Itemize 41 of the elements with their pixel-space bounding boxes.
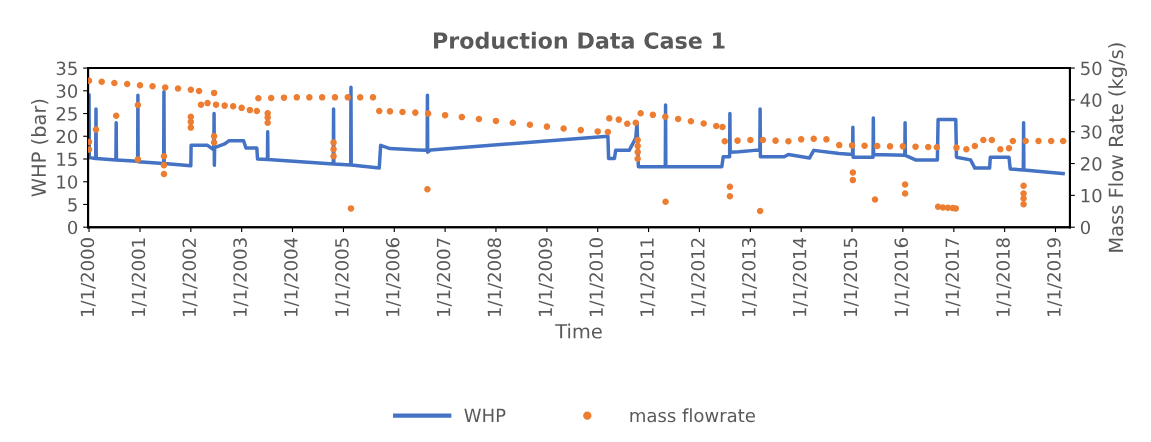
x-tick-label: 1/1/2008 (487, 238, 503, 317)
y-axis-title: WHP (bar) (30, 99, 49, 197)
x-tick-label: 1/1/2019 (1047, 238, 1063, 317)
y2-tick-label: 40 (1080, 93, 1102, 108)
x-tick-label: 1/1/2010 (589, 238, 605, 317)
y2-tick-label: 50 (1081, 61, 1102, 76)
y2-tick-label: 20 (1081, 157, 1102, 171)
x-tick-label: 1/1/2015 (843, 238, 859, 317)
x-tick-label: 1/1/2003 (233, 238, 249, 317)
line-series (88, 85, 1065, 176)
y-tick-label: 15 (57, 152, 77, 167)
y-tick-label: 35 (56, 61, 77, 76)
x-tick-label: 1/1/2002 (182, 238, 198, 317)
y-tick-label: 30 (56, 84, 78, 98)
x-axis-title: Time (555, 323, 602, 339)
x-tick-label: 1/1/2016 (894, 238, 910, 317)
y-tick-label: 0 (68, 220, 78, 235)
x-tick-label: 1/1/2004 (284, 237, 300, 317)
y-tick-label: 25 (56, 106, 77, 121)
x-tick-label: 1/1/2001 (131, 238, 147, 317)
x-tick-label: 1/1/2018 (996, 238, 1012, 317)
y2-tick-label: 0 (1080, 220, 1090, 235)
y-tick-label: 5 (68, 198, 77, 212)
legend-label: mass flowrate (630, 408, 755, 423)
x-tick-label: 1/1/2006 (385, 238, 401, 317)
x-tick-label: 1/1/2012 (690, 238, 707, 317)
y2-axis-title: Mass Flow Rate (kg/s) (1108, 43, 1128, 252)
x-tick-label: 1/1/2014 (792, 237, 808, 317)
legend-label: WHP (464, 408, 506, 422)
x-tick-label: 1/1/2005 (335, 238, 351, 317)
y-tick-label: 20 (56, 129, 78, 144)
x-tick-label: 1/1/2011 (640, 238, 656, 317)
y2-tick-label: 10 (1081, 188, 1102, 203)
x-tick-label: 1/1/2007 (436, 238, 452, 317)
x-tick-label: 1/1/2013 (741, 238, 758, 317)
x-tick-label: 1/1/2000 (80, 238, 96, 317)
y-tick-label: 10 (57, 175, 78, 189)
y2-tick-label: 30 (1081, 125, 1102, 139)
x-tick-label: 1/1/2017 (945, 238, 961, 317)
chart-title: Production Data Case 1 (434, 31, 725, 49)
x-tick-label: 1/1/2009 (538, 238, 554, 317)
